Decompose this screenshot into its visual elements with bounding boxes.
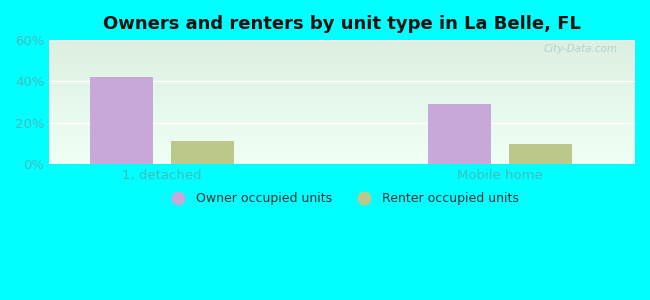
Legend: Owner occupied units, Renter occupied units: Owner occupied units, Renter occupied un… <box>160 187 525 210</box>
Title: Owners and renters by unit type in La Belle, FL: Owners and renters by unit type in La Be… <box>103 15 581 33</box>
Bar <box>171 142 234 164</box>
Bar <box>90 77 153 164</box>
Bar <box>509 143 572 164</box>
Bar <box>428 104 491 164</box>
Text: City-Data.com: City-Data.com <box>543 44 618 54</box>
